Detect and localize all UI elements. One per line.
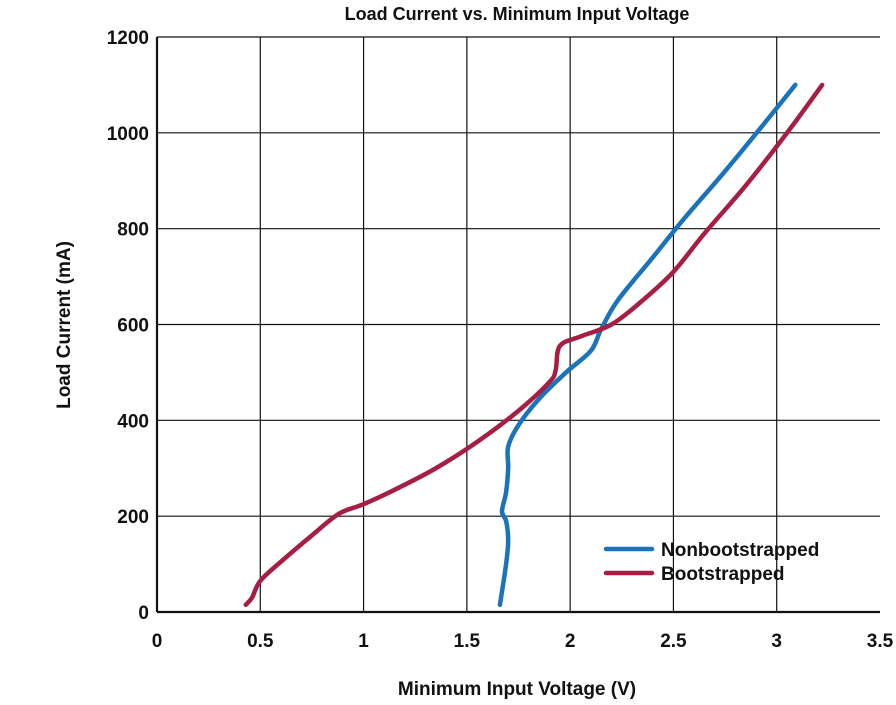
x-tick-label: 3.5 (867, 631, 894, 652)
legend: Nonbootstrapped Bootstrapped (603, 540, 819, 585)
x-tick-labels: 0 0.5 1 1.5 2 2.5 3 3.5 (152, 631, 894, 652)
x-tick-label: 2 (565, 631, 576, 652)
y-tick-label: 200 (117, 507, 149, 528)
x-axis-title: Minimum Input Voltage (V) (398, 679, 636, 700)
y-tick-label: 600 (117, 316, 149, 337)
x-tick-label: 0.5 (247, 631, 274, 652)
x-tick-label: 2.5 (660, 631, 687, 652)
series-line-bootstrapped (243, 82, 825, 608)
legend-label-nonbootstrapped: Nonbootstrapped (661, 540, 819, 561)
y-tick-label: 800 (117, 220, 149, 241)
y-tick-label: 400 (117, 411, 149, 432)
chart-title: Load Current vs. Minimum Input Voltage (345, 4, 690, 24)
y-tick-labels: 0 200 400 600 800 1000 1200 (107, 28, 149, 624)
axes (155, 36, 880, 614)
series-lines (243, 82, 825, 608)
legend-label-bootstrapped: Bootstrapped (661, 564, 785, 585)
y-axis-title: Load Current (mA) (54, 241, 75, 409)
grid (157, 37, 880, 612)
x-tick-label: 3 (771, 631, 782, 652)
x-tick-label: 0 (152, 631, 163, 652)
x-tick-label: 1 (358, 631, 369, 652)
series-line-nonbootstrapped (497, 82, 798, 608)
y-tick-label: 1000 (107, 124, 149, 145)
x-tick-label: 1.5 (454, 631, 481, 652)
y-tick-label: 1200 (107, 28, 149, 49)
y-tick-label: 0 (138, 603, 149, 624)
